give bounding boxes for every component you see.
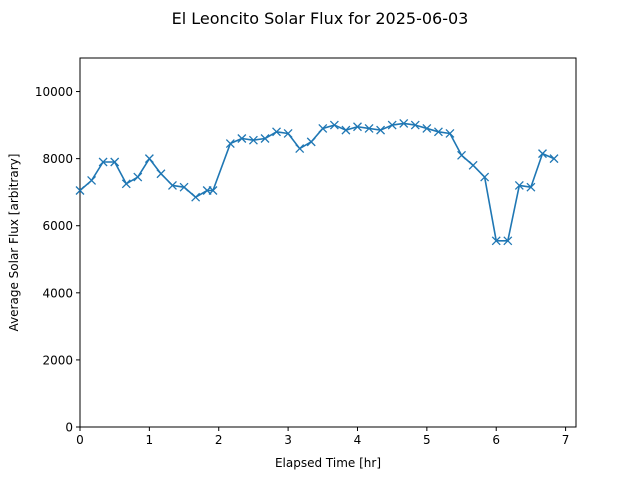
- data-point-39: [526, 182, 536, 192]
- data-point-0: [75, 186, 85, 195]
- x-tick-label-0: 0: [76, 433, 84, 447]
- data-point-41: [549, 154, 559, 164]
- data-point-4: [121, 179, 131, 189]
- y-axis: 0 2000 4000 6000 8000 10000: [35, 85, 80, 435]
- data-point-35: [480, 172, 490, 182]
- data-point-33: [457, 150, 466, 160]
- x-tick-label-6: 6: [492, 433, 500, 447]
- data-point-26: [376, 125, 386, 135]
- data-point-16: [260, 134, 270, 143]
- data-point-24: [353, 122, 362, 132]
- data-point-3: [110, 157, 120, 167]
- y-axis-label: Average Solar Flux [arbitrary]: [7, 154, 21, 332]
- data-point-5: [133, 172, 143, 182]
- data-point-23: [341, 125, 351, 135]
- data-point-34: [468, 160, 478, 170]
- chart-title: El Leoncito Solar Flux for 2025-06-03: [172, 9, 469, 28]
- data-point-18: [283, 129, 293, 138]
- data-point-27: [387, 120, 397, 130]
- data-point-31: [433, 127, 443, 137]
- y-tick-label-4: 8000: [42, 152, 73, 166]
- data-point-28: [399, 118, 409, 128]
- x-axis-label: Elapsed Time [hr]: [275, 456, 381, 470]
- data-point-38: [514, 181, 524, 190]
- data-point-40: [538, 149, 547, 159]
- data-point-8: [168, 181, 177, 190]
- x-tick-label-5: 5: [423, 433, 431, 447]
- data-point-25: [364, 123, 374, 133]
- y-tick-label-3: 6000: [42, 219, 73, 233]
- data-point-19: [295, 144, 305, 154]
- data-point-10: [191, 192, 201, 202]
- data-point-30: [422, 123, 432, 133]
- x-tick-label-2: 2: [215, 433, 223, 447]
- data-point-9: [179, 182, 189, 192]
- x-tick-label-4: 4: [354, 433, 362, 447]
- data-point-6: [144, 154, 154, 164]
- y-tick-label-5: 10000: [35, 85, 73, 99]
- plot-area: [75, 57, 577, 428]
- x-axis: 0 1 2 3 4 5 6 7: [76, 427, 569, 447]
- data-point-2: [98, 157, 108, 167]
- data-point-12: [208, 186, 218, 195]
- data-point-36: [491, 236, 501, 246]
- data-point-17: [272, 127, 281, 137]
- data-point-14: [237, 134, 247, 143]
- x-tick-label-7: 7: [562, 433, 570, 447]
- data-point-37: [503, 236, 513, 246]
- data-point-22: [329, 120, 339, 130]
- data-point-15: [248, 135, 258, 145]
- plot-frame: [79, 57, 577, 428]
- data-point-13: [225, 139, 235, 149]
- data-point-20: [306, 137, 316, 147]
- data-point-29: [410, 120, 420, 130]
- x-tick-label-3: 3: [284, 433, 292, 447]
- y-tick-label-1: 2000: [42, 353, 73, 367]
- data-point-21: [318, 123, 328, 133]
- data-markers: [75, 118, 559, 246]
- x-tick-label-1: 1: [146, 433, 154, 447]
- y-tick-label-2: 4000: [42, 286, 73, 300]
- y-tick-label-0: 0: [65, 421, 73, 435]
- data-point-7: [156, 169, 166, 179]
- data-point-1: [87, 175, 97, 185]
- data-point-32: [445, 129, 455, 138]
